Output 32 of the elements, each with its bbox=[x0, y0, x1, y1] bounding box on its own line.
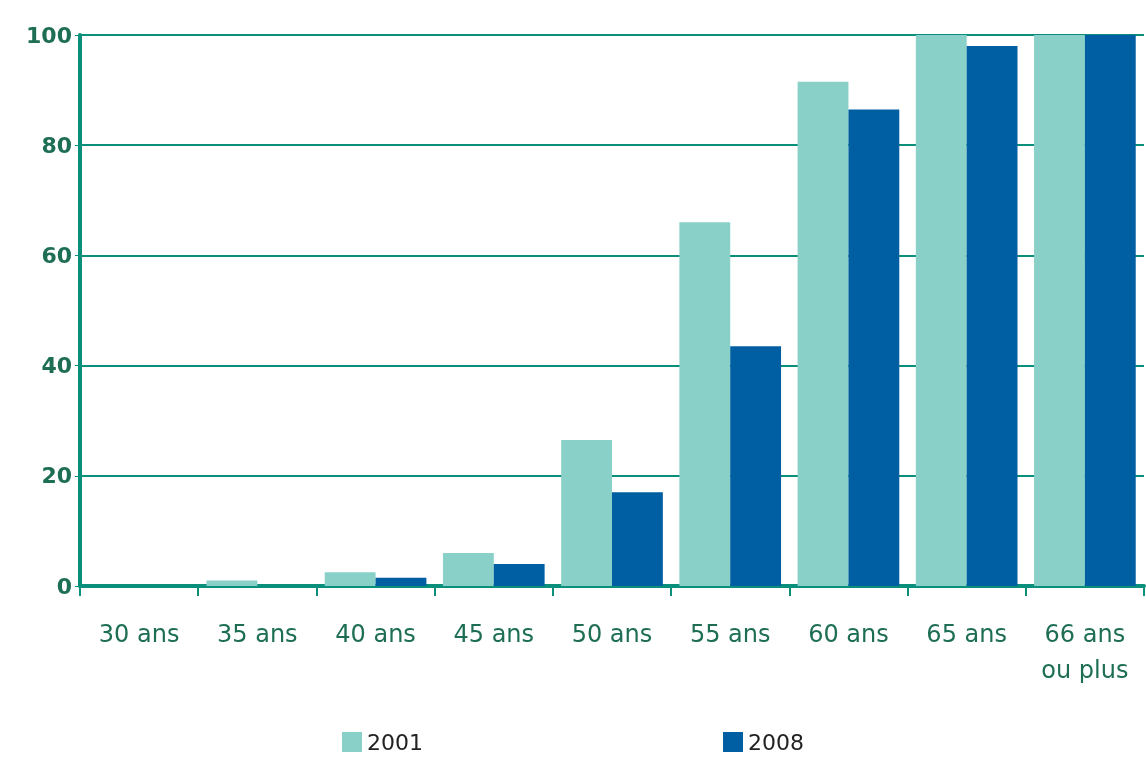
legend-label: 2001 bbox=[367, 729, 424, 755]
bar bbox=[848, 109, 900, 586]
bar bbox=[730, 346, 782, 586]
x-tick-label: 45 ans bbox=[453, 620, 535, 648]
y-tick-label: 80 bbox=[41, 132, 72, 158]
bar bbox=[679, 222, 731, 586]
bar bbox=[442, 552, 494, 586]
bar bbox=[1084, 35, 1136, 586]
bar bbox=[915, 35, 967, 586]
y-tick-label: 40 bbox=[41, 353, 72, 379]
y-tick-label: 100 bbox=[26, 22, 72, 48]
bar bbox=[561, 439, 612, 586]
x-tick-label: 55 ans bbox=[689, 620, 771, 648]
x-tick-label: 35 ans bbox=[217, 620, 298, 648]
bar bbox=[797, 81, 849, 586]
bar bbox=[375, 577, 427, 586]
x-tick-label: 65 ans bbox=[926, 620, 1007, 648]
y-tick-label: 20 bbox=[41, 463, 72, 489]
legend-label: 2008 bbox=[748, 729, 804, 755]
bar bbox=[1034, 35, 1085, 586]
bar bbox=[612, 492, 663, 586]
bar bbox=[206, 580, 258, 586]
x-tick-label: 66 ans ou plus bbox=[1041, 620, 1129, 684]
x-tick-label: 60 ans bbox=[808, 620, 889, 648]
x-tick-label: 40 ans bbox=[335, 620, 416, 648]
x-tick-label: 50 ans bbox=[571, 620, 653, 648]
bar bbox=[493, 563, 545, 586]
bar bbox=[324, 572, 376, 586]
x-tick-label: 30 ans bbox=[98, 620, 180, 648]
bar bbox=[966, 46, 1018, 586]
y-tick-label: 60 bbox=[41, 242, 72, 268]
y-tick-label: 0 bbox=[56, 573, 72, 599]
